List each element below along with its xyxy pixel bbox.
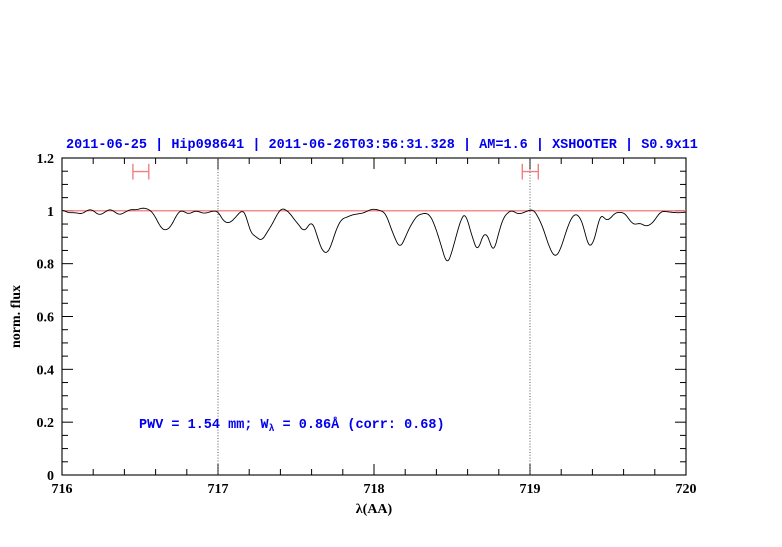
svg-text:1: 1 xyxy=(47,205,54,220)
svg-text:717: 717 xyxy=(208,482,229,497)
svg-text:2011-06-25 | Hip098641 | 2011-: 2011-06-25 | Hip098641 | 2011-06-26T03:5… xyxy=(66,138,698,153)
svg-text:0.4: 0.4 xyxy=(37,363,55,378)
svg-text:0: 0 xyxy=(47,469,54,484)
svg-text:720: 720 xyxy=(676,482,697,497)
svg-text:719: 719 xyxy=(520,482,541,497)
svg-text:1.2: 1.2 xyxy=(37,152,55,167)
svg-text:0.6: 0.6 xyxy=(37,311,55,326)
svg-text:λ(AA): λ(AA) xyxy=(356,502,393,517)
svg-text:PWV = 1.54 mm; Wλ = 0.86Å (cor: PWV = 1.54 mm; Wλ = 0.86Å (corr: 0.68) xyxy=(139,417,445,434)
svg-text:norm. flux: norm. flux xyxy=(9,285,24,348)
svg-text:0.2: 0.2 xyxy=(37,416,55,431)
svg-text:716: 716 xyxy=(52,482,73,497)
svg-text:0.8: 0.8 xyxy=(37,258,55,273)
svg-text:718: 718 xyxy=(364,482,385,497)
